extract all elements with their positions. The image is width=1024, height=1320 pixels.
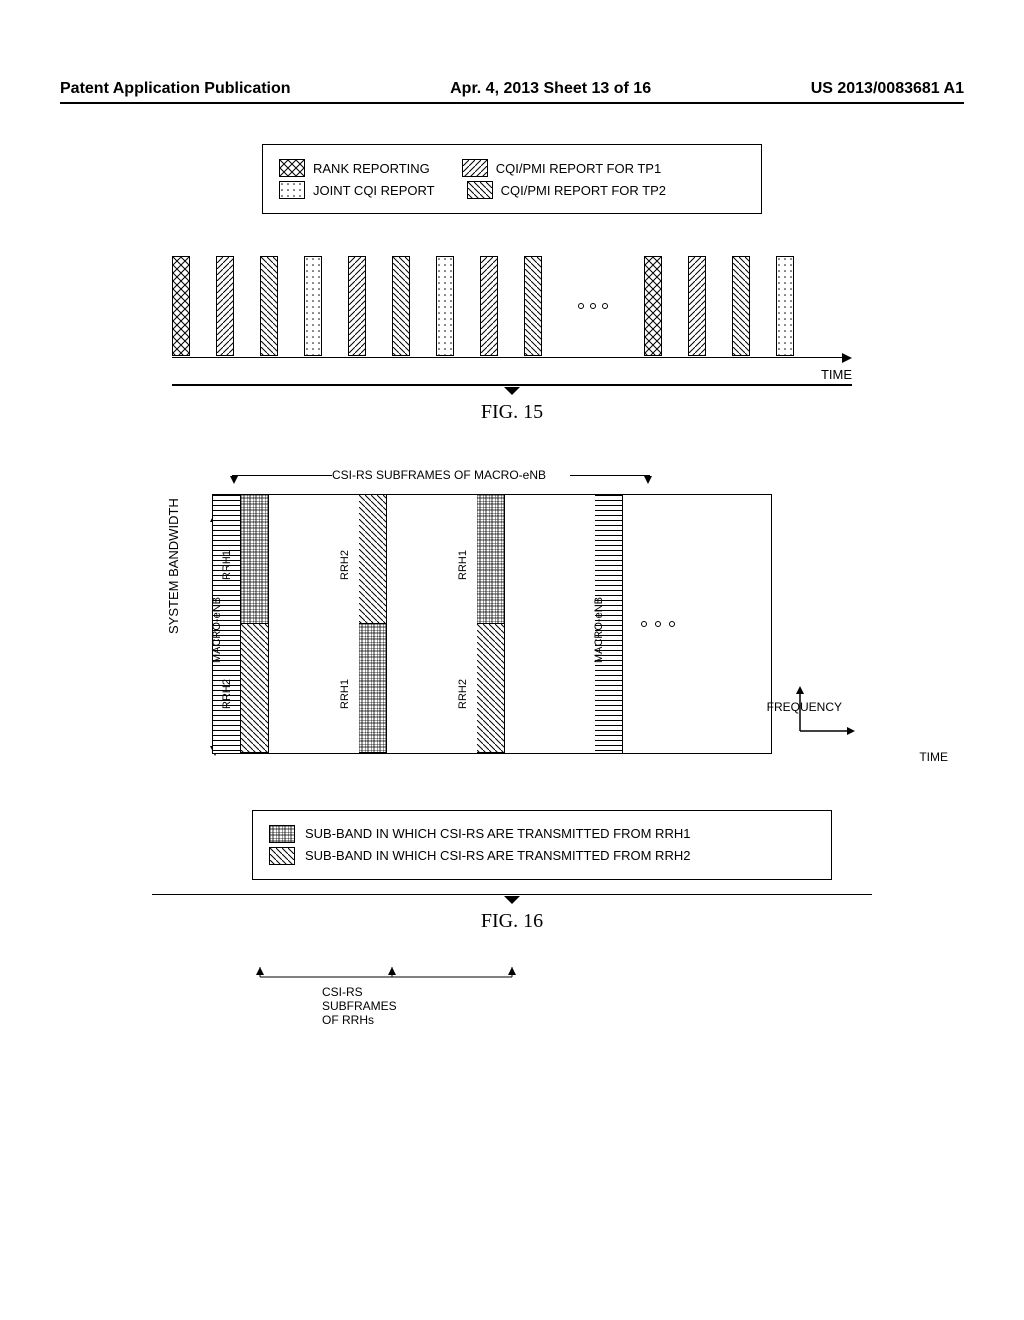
rrh-subframe: RRH1RRH2: [477, 495, 505, 753]
rrh-segment: [359, 624, 386, 753]
report-bar: [732, 256, 750, 356]
swatch-rrh2-icon: [269, 847, 295, 865]
rrh-label: RRH1: [457, 550, 469, 580]
rrh-segment: [477, 624, 504, 753]
report-bar: [776, 256, 794, 356]
subframe-gap: [505, 495, 595, 753]
fig15-legend: RANK REPORTING CQI/PMI REPORT FOR TP1 JO…: [262, 144, 762, 214]
y-axis-label: SYSTEM BANDWIDTH: [166, 498, 181, 634]
report-bar: [688, 256, 706, 356]
ellipsis-icon: [578, 256, 608, 356]
macro-subframe: MACRO-eNB: [595, 495, 623, 753]
fig16-legend: SUB-BAND IN WHICH CSI-RS ARE TRANSMITTED…: [252, 810, 832, 880]
fig16-caption: FIG. 16: [152, 910, 872, 933]
report-bar: [172, 256, 190, 356]
macro-label: MACRO-eNB: [593, 596, 605, 662]
rrh-segment: [241, 495, 268, 624]
top-annot-label: CSI-RS SUBFRAMES OF MACRO-eNB: [332, 468, 546, 482]
time-axis: [172, 357, 842, 358]
legend-rrh1: SUB-BAND IN WHICH CSI-RS ARE TRANSMITTED…: [305, 826, 690, 841]
macro-subframe: MACRO-eNB: [213, 495, 241, 753]
rrh-label: RRH2: [221, 679, 233, 709]
freq-time-axes: [790, 686, 860, 746]
legend-tp1: CQI/PMI REPORT FOR TP1: [496, 161, 661, 176]
fig15-timeline: TIME: [172, 228, 852, 378]
rrh-segment: [241, 624, 268, 753]
ellipsis-icon: [623, 495, 693, 753]
bot-annot-label: CSI-RS SUBFRAMES OF RRHs: [322, 985, 397, 1027]
swatch-rank-icon: [279, 159, 305, 177]
fig16-diagram: MACRO-eNBRRH1RRH2RRH2RRH1RRH1RRH2MACRO-e…: [212, 494, 772, 754]
swatch-joint-icon: [279, 181, 305, 199]
time-label: TIME: [919, 750, 948, 764]
report-bar: [304, 256, 322, 356]
time-axis-arrow-icon: [842, 353, 852, 363]
rrh-segment: [359, 495, 386, 624]
rrh-label: RRH2: [339, 550, 351, 580]
rrh-segment: [477, 495, 504, 624]
report-bar: [436, 256, 454, 356]
arrow-down-icon: [644, 476, 652, 484]
rrh-label: RRH2: [457, 679, 469, 709]
arrow-down-icon: [230, 476, 238, 484]
legend-joint: JOINT CQI REPORT: [313, 183, 435, 198]
fig16-brace: [152, 894, 872, 905]
page: Patent Application Publication Apr. 4, 2…: [0, 0, 1024, 1320]
rrh-label: RRH1: [339, 679, 351, 709]
rrh-label: RRH1: [221, 550, 233, 580]
time-label: TIME: [821, 367, 852, 382]
legend-rank: RANK REPORTING: [313, 161, 430, 176]
subframe-gap: [387, 495, 477, 753]
legend-rrh2: SUB-BAND IN WHICH CSI-RS ARE TRANSMITTED…: [305, 848, 690, 863]
report-bar: [348, 256, 366, 356]
fig15-brace: [172, 384, 852, 395]
report-bar: [260, 256, 278, 356]
subframe-columns: MACRO-eNBRRH1RRH2RRH2RRH1RRH1RRH2MACRO-e…: [213, 495, 693, 753]
rrh-subframe: RRH1RRH2: [241, 495, 269, 753]
header-left: Patent Application Publication: [60, 80, 291, 98]
fig15-caption: FIG. 15: [172, 401, 852, 424]
header: Patent Application Publication Apr. 4, 2…: [60, 80, 964, 104]
swatch-rrh1-icon: [269, 825, 295, 843]
header-center: Apr. 4, 2013 Sheet 13 of 16: [450, 80, 651, 98]
swatch-tp2-icon: [467, 181, 493, 199]
report-bar: [524, 256, 542, 356]
report-bar: [480, 256, 498, 356]
subframe-gap: [269, 495, 359, 753]
legend-tp2: CQI/PMI REPORT FOR TP2: [501, 183, 666, 198]
report-bar: [392, 256, 410, 356]
swatch-tp1-icon: [462, 159, 488, 177]
fig15-bars: [172, 256, 794, 356]
header-right: US 2013/0083681 A1: [811, 80, 964, 98]
report-bar: [644, 256, 662, 356]
macro-label: MACRO-eNB: [211, 596, 223, 662]
report-bar: [216, 256, 234, 356]
figure-15: RANK REPORTING CQI/PMI REPORT FOR TP1 JO…: [172, 144, 852, 424]
rrh-subframe: RRH2RRH1: [359, 495, 387, 753]
figure-16: CSI-RS SUBFRAMES OF MACRO-eNB SYSTEM BAN…: [152, 494, 872, 934]
